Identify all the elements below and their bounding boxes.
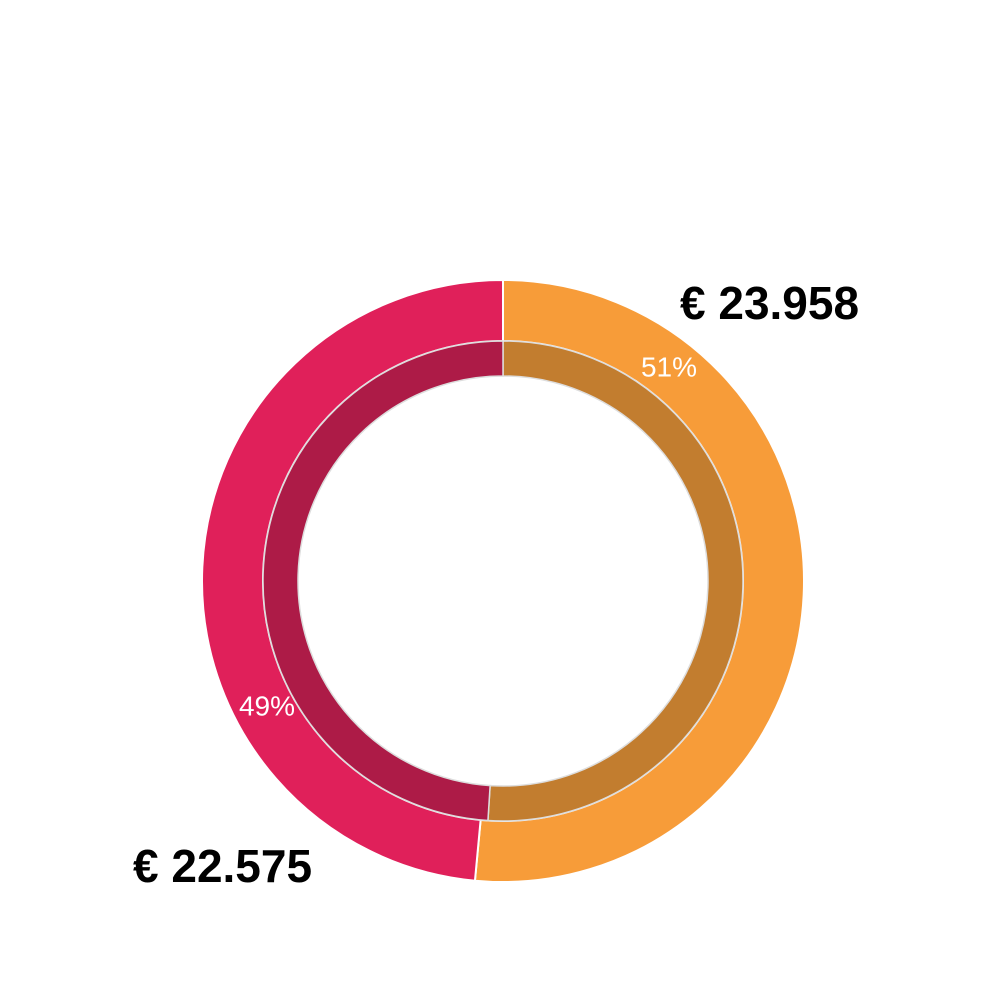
percent-label: 51% xyxy=(641,351,697,382)
percent-label: 49% xyxy=(239,690,295,721)
value-label: € 23.958 xyxy=(680,277,859,329)
donut-inner-band xyxy=(487,340,744,822)
value-label: € 22.575 xyxy=(133,840,312,892)
donut-inner-band xyxy=(262,340,504,822)
